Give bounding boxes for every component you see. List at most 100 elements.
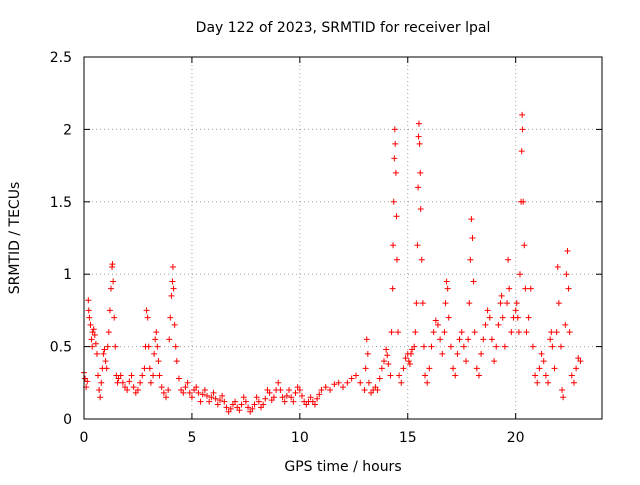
data-point bbox=[173, 358, 180, 365]
data-point bbox=[290, 398, 297, 405]
data-point bbox=[275, 379, 282, 386]
data-point bbox=[484, 307, 491, 314]
data-point bbox=[407, 350, 414, 357]
data-point bbox=[471, 329, 478, 336]
data-point bbox=[456, 336, 463, 343]
data-point bbox=[214, 401, 221, 408]
data-point bbox=[508, 329, 515, 336]
data-point bbox=[445, 314, 452, 321]
data-point bbox=[260, 401, 267, 408]
data-point bbox=[104, 343, 111, 350]
data-point bbox=[322, 384, 329, 391]
grid-lines bbox=[84, 57, 602, 419]
data-point bbox=[249, 405, 256, 412]
data-point bbox=[566, 329, 573, 336]
chart-title: Day 122 of 2023, SRMTID for receiver lpa… bbox=[196, 20, 491, 36]
data-point bbox=[398, 379, 405, 386]
data-point bbox=[475, 372, 482, 379]
data-point bbox=[281, 398, 288, 405]
data-point bbox=[188, 394, 195, 401]
data-point bbox=[383, 346, 390, 353]
data-point bbox=[396, 372, 403, 379]
data-point bbox=[553, 329, 560, 336]
data-point bbox=[106, 307, 113, 314]
data-point bbox=[152, 336, 159, 343]
data-point bbox=[406, 360, 413, 367]
x-tick-label: 20 bbox=[507, 430, 525, 446]
data-point bbox=[395, 329, 402, 336]
data-point bbox=[102, 358, 109, 365]
data-point bbox=[124, 387, 131, 394]
data-point bbox=[393, 213, 400, 220]
data-point bbox=[570, 379, 577, 386]
data-point bbox=[527, 285, 534, 292]
data-point bbox=[563, 271, 570, 278]
data-point bbox=[501, 343, 508, 350]
data-point bbox=[417, 206, 424, 213]
data-point bbox=[204, 392, 211, 399]
data-point bbox=[562, 321, 569, 328]
data-point bbox=[166, 336, 173, 343]
data-point bbox=[547, 336, 554, 343]
data-point bbox=[199, 391, 206, 398]
data-point bbox=[331, 381, 338, 388]
data-point bbox=[493, 343, 500, 350]
data-point bbox=[387, 372, 394, 379]
data-point bbox=[105, 329, 112, 336]
data-point bbox=[238, 401, 245, 408]
data-point bbox=[145, 343, 152, 350]
data-point bbox=[434, 321, 441, 328]
data-point bbox=[206, 398, 213, 405]
data-point bbox=[521, 242, 528, 249]
data-point bbox=[529, 343, 536, 350]
data-point bbox=[318, 387, 325, 394]
data-point bbox=[357, 379, 364, 386]
data-point bbox=[163, 394, 170, 401]
data-point bbox=[466, 300, 473, 307]
data-point bbox=[454, 350, 461, 357]
y-tick-label: 0.5 bbox=[50, 340, 72, 356]
data-point bbox=[513, 300, 520, 307]
data-point bbox=[378, 365, 385, 372]
data-point bbox=[292, 389, 299, 396]
data-point bbox=[85, 297, 92, 304]
data-point bbox=[107, 285, 114, 292]
data-point bbox=[450, 365, 457, 372]
data-point bbox=[559, 387, 566, 394]
data-point bbox=[577, 358, 584, 365]
data-point bbox=[253, 394, 260, 401]
data-point bbox=[186, 389, 193, 396]
data-point bbox=[219, 392, 226, 399]
data-point bbox=[340, 384, 346, 391]
data-point bbox=[506, 285, 513, 292]
plot-frame bbox=[83, 56, 603, 420]
data-point bbox=[126, 378, 133, 385]
data-point bbox=[134, 387, 141, 394]
data-point bbox=[469, 235, 476, 241]
data-point bbox=[89, 343, 96, 350]
data-point bbox=[93, 350, 100, 357]
data-point bbox=[363, 336, 370, 343]
data-point bbox=[418, 256, 425, 263]
data-point bbox=[95, 372, 102, 379]
data-point bbox=[505, 256, 512, 263]
data-point bbox=[520, 198, 527, 205]
data-point bbox=[388, 329, 395, 336]
data-point bbox=[114, 379, 121, 386]
data-point bbox=[100, 350, 107, 357]
data-point bbox=[98, 379, 105, 386]
data-point bbox=[512, 307, 519, 314]
data-point bbox=[381, 358, 388, 365]
data-point bbox=[311, 401, 318, 408]
data-point bbox=[495, 321, 502, 328]
data-point bbox=[473, 365, 480, 372]
data-point bbox=[270, 394, 277, 401]
data-point bbox=[277, 387, 284, 394]
data-point bbox=[266, 389, 273, 396]
x-axis-label: GPS time / hours bbox=[284, 459, 401, 475]
data-point bbox=[470, 278, 477, 285]
data-point bbox=[478, 350, 485, 357]
data-point bbox=[182, 384, 189, 391]
data-point bbox=[390, 198, 397, 205]
